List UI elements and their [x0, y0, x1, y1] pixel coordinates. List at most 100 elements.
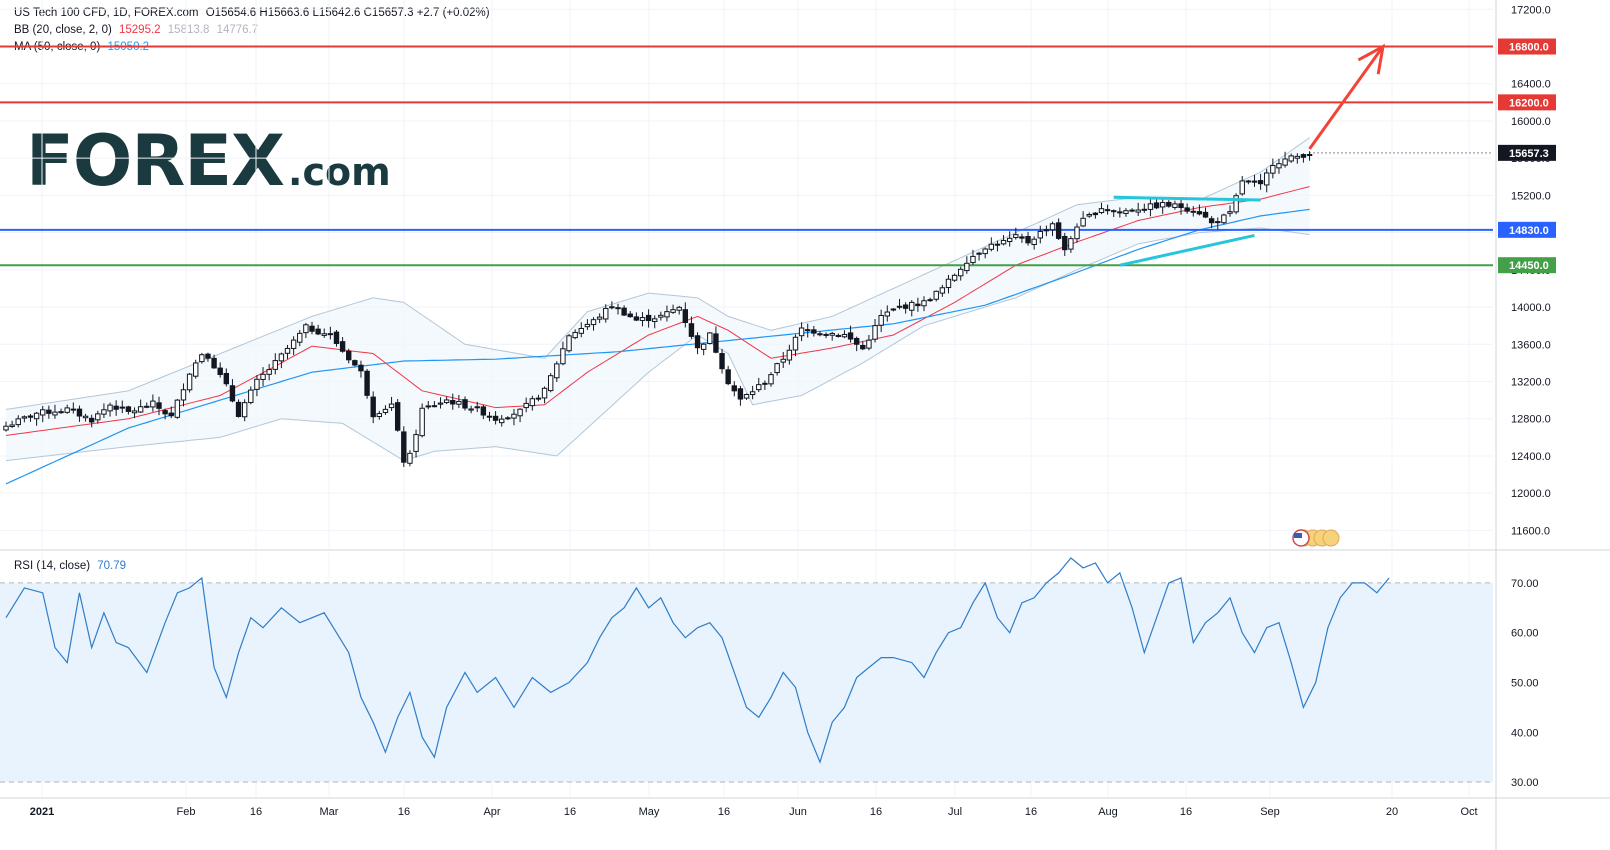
level-price-label: 16200.0 — [1509, 97, 1549, 109]
candle — [1215, 217, 1221, 230]
time-axis-label: 16 — [1180, 806, 1192, 818]
bearish-candle-body — [621, 307, 627, 316]
bearish-candle-body — [835, 334, 842, 337]
bullish-candle-body — [474, 406, 480, 409]
candle — [1013, 227, 1019, 240]
candle — [811, 326, 817, 337]
bullish-candle-body — [1037, 230, 1043, 239]
bullish-candle-body — [419, 407, 425, 437]
bb-legend[interactable]: BB (20, close, 2, 0) 15295.2 15813.8 147… — [14, 24, 262, 36]
economic-events[interactable] — [1292, 529, 1340, 547]
bullish-candle-body — [180, 389, 187, 401]
candle — [119, 400, 125, 414]
time-axis-label: 16 — [564, 806, 576, 818]
bearish-candle-body — [333, 331, 340, 344]
bullish-candle-body — [1074, 226, 1080, 240]
candle — [376, 410, 383, 420]
bullish-candle-body — [798, 327, 805, 337]
candle — [229, 379, 236, 403]
candle — [1184, 203, 1190, 214]
rsi-legend[interactable]: RSI (14, close) 70.79 — [14, 560, 130, 572]
bullish-candle-body — [131, 410, 138, 414]
bearish-candle-body — [70, 408, 77, 411]
candle — [731, 381, 737, 397]
candle — [566, 333, 572, 353]
bullish-candle-body — [664, 311, 670, 318]
bullish-candle-body — [988, 243, 995, 250]
bearish-candle-body — [492, 415, 499, 421]
candle — [1245, 179, 1252, 185]
candle — [749, 385, 756, 400]
bullish-candle-body — [743, 394, 750, 399]
candle — [339, 337, 346, 353]
bullish-candle-body — [1306, 154, 1313, 157]
time-axis-label: Jun — [789, 806, 807, 818]
candle — [1221, 213, 1227, 225]
bullish-candle-body — [15, 418, 21, 426]
bullish-candle-body — [321, 333, 327, 336]
bullish-candle-body — [1111, 210, 1117, 213]
bullish-candle-body — [884, 311, 890, 317]
last-price-label: 15657.3 — [1509, 148, 1549, 160]
bullish-candle-body — [9, 424, 15, 427]
bearish-candle-body — [627, 313, 633, 318]
bearish-candle-body — [1055, 222, 1062, 239]
price-axis-label: 13200.0 — [1511, 377, 1551, 389]
bearish-candle-body — [535, 397, 542, 400]
bullish-candle-body — [1000, 239, 1007, 245]
bearish-candle-body — [915, 303, 921, 307]
bullish-candle-body — [872, 325, 878, 340]
bullish-candle-body — [639, 317, 646, 321]
candle — [1123, 208, 1129, 217]
bearish-candle-body — [694, 335, 701, 349]
candle — [847, 325, 854, 343]
bearish-candle-body — [205, 353, 211, 359]
bullish-candle-body — [529, 398, 536, 407]
bullish-candle-body — [596, 316, 603, 320]
bullish-candle-body — [382, 408, 389, 414]
bullish-candle-body — [1221, 214, 1227, 224]
trendline — [1113, 195, 1261, 202]
projection-arrow-head — [1357, 43, 1386, 75]
candle — [896, 298, 903, 310]
price-pane[interactable] — [0, 43, 1493, 485]
rsi-axis-label: 30.00 — [1511, 777, 1539, 789]
candle — [1294, 153, 1301, 164]
candle — [878, 309, 884, 333]
candle — [927, 297, 933, 302]
price-axis-label: 17200.0 — [1511, 4, 1551, 16]
bearish-candle-body — [1129, 209, 1135, 212]
bullish-candle-body — [958, 268, 964, 277]
logo-text-main: FOREX — [26, 120, 285, 202]
candle — [982, 247, 988, 259]
candle — [193, 359, 199, 379]
bullish-candle-body — [792, 336, 799, 351]
candle — [413, 429, 419, 458]
bullish-candle-body — [1288, 155, 1294, 162]
bullish-candle-body — [652, 318, 658, 322]
bearish-candle-body — [1196, 211, 1203, 215]
candle — [1025, 231, 1031, 246]
bearish-candle-body — [645, 314, 652, 322]
bearish-candle-body — [1202, 211, 1209, 218]
candle — [394, 399, 401, 432]
candle — [58, 408, 64, 414]
bullish-candle-body — [33, 412, 40, 420]
time-axis-label: Mar — [320, 806, 339, 818]
bearish-candle-body — [853, 337, 860, 345]
candle — [884, 305, 890, 322]
bullish-candle-body — [1013, 234, 1019, 238]
candle — [737, 385, 744, 406]
candle — [431, 401, 438, 408]
rsi-pane[interactable] — [0, 557, 1493, 783]
bearish-candle-body — [737, 388, 744, 400]
bearish-candle-body — [994, 243, 1001, 246]
candle — [609, 301, 615, 310]
bearish-candle-body — [217, 367, 223, 375]
bearish-candle-body — [315, 328, 321, 335]
bullish-candle-body — [951, 274, 958, 281]
bearish-candle-body — [1104, 209, 1111, 212]
candle — [664, 305, 670, 322]
bullish-candle-body — [303, 324, 309, 334]
